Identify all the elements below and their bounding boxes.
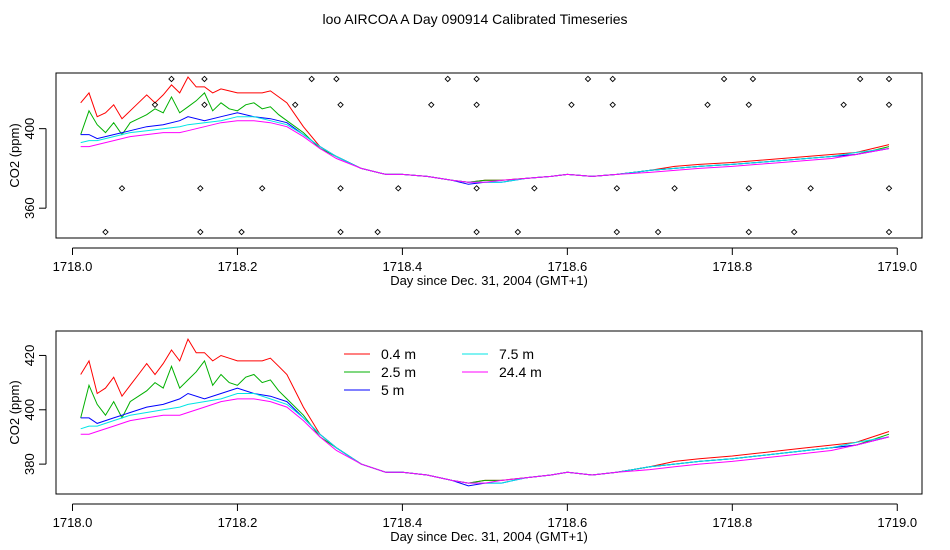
y-tick-label: 420 (22, 345, 37, 367)
x-tick-label: 1718.4 (383, 515, 423, 530)
legend-label: 24.4 m (499, 364, 542, 380)
x-tick-label: 1718.0 (53, 515, 93, 530)
marker-point (473, 101, 480, 109)
marker-point (337, 185, 344, 192)
marker-point (749, 75, 757, 83)
marker-point (584, 75, 592, 83)
x-tick-label: 1718.6 (547, 515, 587, 530)
marker-point (885, 228, 893, 236)
legend-label: 7.5 m (499, 346, 534, 362)
series-line-0-4-m (80, 76, 890, 183)
marker-point (444, 75, 451, 83)
legend-label: 2.5 m (381, 364, 416, 380)
marker-point (609, 75, 616, 83)
marker-point (333, 75, 340, 83)
marker-point (102, 228, 109, 236)
legend-label: 0.4 m (381, 346, 416, 362)
marker-point (395, 185, 402, 192)
legend: 0.4 m 2.5 m 5 m 7.5 m 24.4 m (344, 346, 542, 398)
marker-point (151, 101, 159, 109)
marker-point (720, 75, 728, 83)
data-area (80, 337, 890, 487)
y-axis-label: CO2 (ppm) (7, 380, 22, 444)
marker-point (531, 185, 538, 192)
marker-point (885, 75, 893, 83)
marker-point (613, 185, 621, 192)
x-tick-label: 1718.4 (383, 259, 423, 274)
legend-label: 5 m (381, 382, 404, 398)
marker-point (790, 228, 798, 236)
marker-point (118, 185, 126, 192)
marker-point (671, 185, 678, 192)
marker-point (197, 185, 204, 192)
panel-2: 1718.0 1718.2 1718.4 1718.6 1718.8 1719.0 Day … (7, 330, 923, 544)
marker-point (197, 228, 204, 236)
marker-point (473, 185, 480, 192)
marker-point (745, 185, 753, 192)
series-line-7-5-m (80, 116, 890, 183)
data-area (80, 75, 893, 236)
marker-point (807, 185, 814, 192)
marker-point (428, 101, 435, 109)
series-line-0-4-m (80, 337, 890, 484)
marker-point (704, 101, 711, 109)
x-tick-label: 1718.0 (53, 259, 93, 274)
marker-point (514, 228, 522, 236)
x-tick-label: 1718.8 (712, 515, 752, 530)
marker-point (613, 228, 621, 236)
marker-point (856, 75, 864, 83)
marker-point (258, 185, 266, 192)
x-tick-label: 1718.6 (547, 259, 587, 274)
marker-point (885, 185, 893, 192)
y-tick-label: 360 (22, 197, 37, 219)
marker-point (568, 101, 575, 109)
x-tick-label: 1719.0 (877, 259, 917, 274)
series-line-24-4-m (80, 120, 890, 183)
x-axis-label: Day since Dec. 31, 2004 (GMT+1) (390, 273, 588, 288)
marker-point (201, 101, 208, 109)
x-tick-label: 1718.8 (712, 259, 752, 274)
series-line-2-5-m (80, 359, 890, 484)
x-tick-label: 1718.2 (218, 259, 258, 274)
y-tick-label: 400 (22, 118, 37, 140)
marker-point (654, 228, 662, 236)
marker-point (337, 228, 344, 236)
marker-point (374, 228, 381, 236)
marker-point (291, 101, 299, 109)
page-title: loo AIRCOA A Day 090914 Calibrated Times… (322, 11, 628, 27)
series-line-2-5-m (80, 92, 890, 183)
marker-point (745, 101, 753, 109)
marker-point (308, 75, 315, 83)
y-tick-label: 400 (22, 399, 37, 421)
marker-point (238, 228, 245, 236)
y-axis-label: CO2 (ppm) (7, 123, 22, 187)
panel-1: 1718.0 1718.2 1718.4 1718.6 1718.8 1719.0 Day … (7, 72, 923, 288)
plot-frame (55, 72, 923, 239)
x-tick-label: 1719.0 (877, 515, 917, 530)
marker-point (840, 101, 847, 109)
marker-point (473, 228, 480, 236)
marker-point (885, 101, 893, 109)
series-line-24-4-m (80, 398, 890, 484)
marker-point (745, 228, 753, 236)
marker-point (473, 75, 480, 83)
x-tick-label: 1718.2 (218, 515, 258, 530)
series-line-5-m (80, 387, 890, 487)
plot-frame (55, 330, 923, 495)
marker-point (337, 101, 344, 109)
y-tick-label: 380 (22, 453, 37, 475)
series-line-5-m (80, 112, 890, 185)
marker-point (609, 101, 616, 109)
marker-point (201, 75, 208, 83)
x-axis-label: Day since Dec. 31, 2004 (GMT+1) (390, 529, 588, 544)
marker-point (168, 75, 175, 83)
series-line-7-5-m (80, 393, 890, 484)
